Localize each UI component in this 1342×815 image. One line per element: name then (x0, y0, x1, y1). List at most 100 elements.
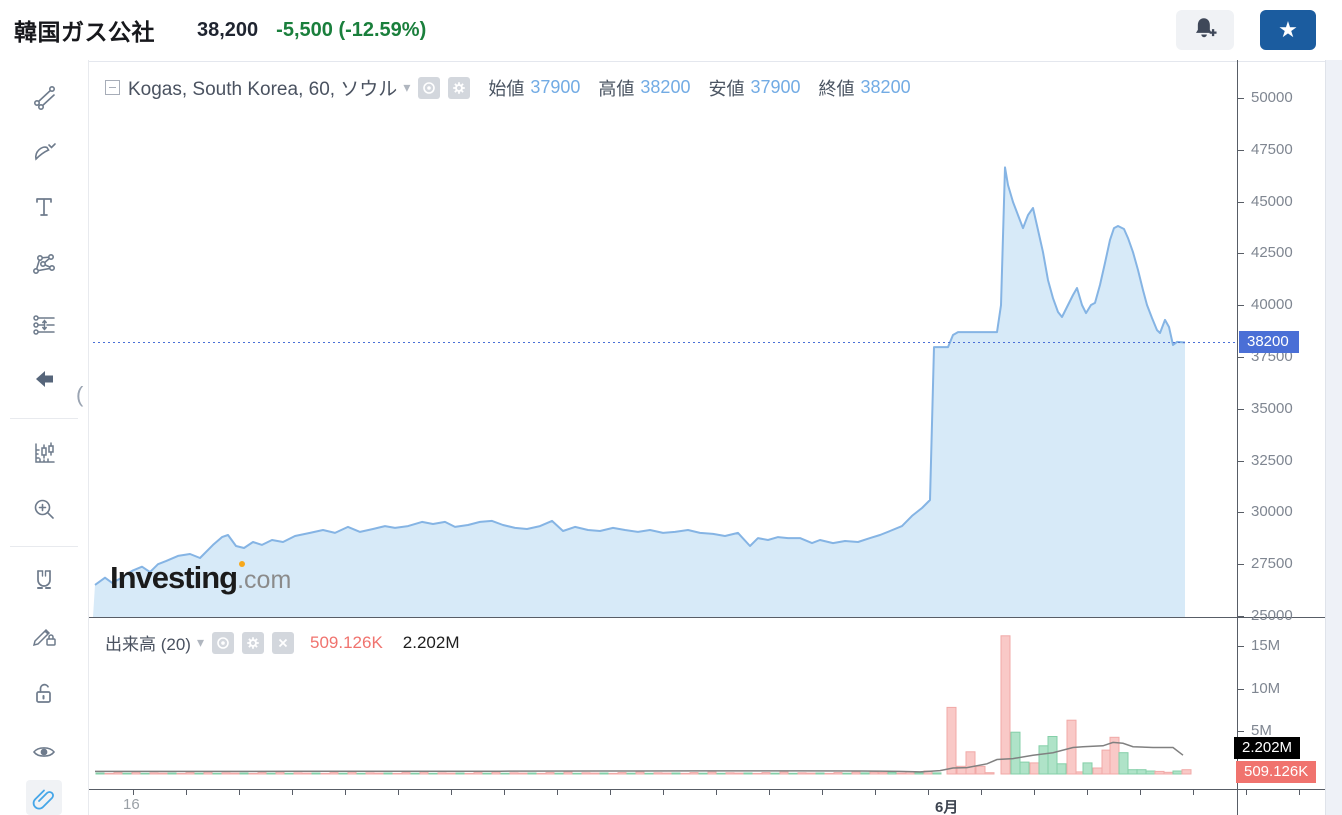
volume-bar (419, 771, 429, 775)
price-axis-label[interactable]: 45000 (1251, 193, 1293, 210)
volume-bar (554, 772, 564, 775)
legend-collapse-icon[interactable] (105, 80, 120, 95)
volume-bar (455, 772, 465, 775)
volume-bar (824, 772, 834, 775)
chevron-down-icon[interactable]: ▾ (403, 79, 411, 95)
projection-tool-button[interactable] (26, 307, 62, 343)
time-axis-label[interactable]: 6月 (935, 799, 959, 815)
high-value: 38200 (640, 77, 691, 97)
volume-bar (464, 772, 474, 775)
volume-bar (230, 772, 240, 775)
time-axis-tick (1140, 789, 1141, 795)
price-axis-label[interactable]: 42500 (1251, 244, 1293, 261)
price-axis-label[interactable]: 40000 (1251, 296, 1293, 313)
ohlc-readout: 始値 37900 高値 38200 安値 37900 終値 38200 (488, 75, 922, 101)
price-axis-label[interactable]: 27500 (1251, 555, 1293, 572)
volume-bar (1163, 771, 1174, 775)
time-axis-border (88, 789, 1325, 790)
volume-bar (761, 772, 771, 775)
volume-bar (347, 771, 357, 775)
price-line (94, 166, 1186, 586)
drawing-lock-tool-button[interactable] (26, 617, 62, 653)
measure-tool-button[interactable] (26, 435, 62, 471)
eye-icon (217, 636, 229, 649)
volume-last-value: 509.126K (310, 632, 383, 652)
volume-bar (581, 772, 591, 775)
volume-axis-label[interactable]: 5M (1251, 722, 1272, 739)
lock-tool-button[interactable] (26, 675, 62, 711)
volume-bar (869, 771, 879, 775)
volume-bar (1038, 745, 1049, 775)
volume-bar (1118, 752, 1129, 775)
volume-bar (887, 771, 897, 775)
chevron-down-icon[interactable]: ▾ (196, 634, 204, 650)
price-axis-tick (1238, 202, 1244, 203)
price-axis-label[interactable]: 47500 (1251, 141, 1293, 158)
back-arrow-icon (36, 371, 53, 387)
volume-bar (878, 772, 888, 775)
volume-bar (851, 771, 861, 775)
remove-indicator-button[interactable] (272, 631, 294, 654)
volume-bar (473, 772, 483, 775)
volume-ma-axis-label: 2.202M (1234, 737, 1301, 759)
price-axis-label[interactable]: 25000 (1251, 607, 1293, 624)
volume-bar (1082, 762, 1093, 775)
volume-bar (689, 772, 699, 775)
create-alert-button[interactable] (1176, 10, 1234, 50)
volume-bar (653, 772, 663, 775)
drawing-toolbar: ( (0, 60, 89, 815)
right-gutter (1325, 60, 1342, 815)
time-axis-tick (557, 789, 558, 795)
volume-bar (356, 772, 366, 775)
price-axis-label[interactable]: 35000 (1251, 400, 1293, 417)
open-value: 37900 (530, 77, 581, 97)
trend-line-tool-button[interactable] (26, 79, 62, 115)
volume-bar (860, 772, 870, 775)
volume-bar (266, 772, 276, 775)
time-axis-tick (1193, 789, 1194, 795)
price-axis-tick (1238, 357, 1244, 358)
pane-top-border (88, 61, 1325, 62)
volume-bar (293, 772, 303, 775)
visibility-tool-button[interactable] (26, 734, 62, 770)
volume-bar (545, 772, 555, 775)
brush-tool-button[interactable] (26, 134, 62, 170)
volume-bar (374, 772, 384, 775)
volume-bar (329, 772, 339, 775)
zoom-in-tool-button[interactable] (26, 491, 62, 527)
chart-canvas[interactable] (88, 60, 1342, 815)
time-axis-label[interactable]: 16 (123, 796, 140, 813)
settings-button[interactable] (242, 631, 264, 654)
time-axis-tick (1299, 789, 1300, 795)
volume-axis-tick (1238, 731, 1244, 732)
pane-separator[interactable] (88, 617, 1325, 618)
sidebar-collapse-handle[interactable]: ( (76, 382, 84, 407)
volume-bar (311, 772, 321, 775)
price-axis-label[interactable]: 50000 (1251, 89, 1293, 106)
volume-bar (716, 772, 726, 775)
pattern-tool-button[interactable] (26, 245, 62, 281)
link-tool-button[interactable] (26, 780, 62, 815)
chart-region[interactable]: Kogas, South Korea, 60, ソウル ▾ 始値 37900 高… (88, 60, 1342, 815)
volume-bar (1181, 769, 1192, 775)
volume-bar (446, 772, 456, 775)
favorite-button[interactable]: ★ (1260, 10, 1316, 50)
text-tool-button[interactable] (26, 189, 62, 225)
back-arrow-tool-button[interactable] (26, 361, 62, 397)
volume-bar (1154, 770, 1165, 775)
text-icon (36, 198, 52, 216)
toggle-visibility-button[interactable] (418, 76, 441, 99)
volume-bar (257, 772, 267, 775)
price-axis-label[interactable]: 32500 (1251, 452, 1293, 469)
price-axis-tick (1238, 564, 1244, 565)
price-axis-label[interactable]: 30000 (1251, 503, 1293, 520)
volume-axis-label[interactable]: 15M (1251, 637, 1281, 654)
settings-button[interactable] (448, 76, 471, 99)
volume-bar (1092, 767, 1103, 775)
volume-bar (815, 772, 825, 775)
magnet-tool-button[interactable] (26, 562, 62, 598)
volume-bar (392, 772, 402, 775)
toggle-visibility-button[interactable] (212, 631, 234, 654)
volume-bar (1000, 635, 1011, 775)
volume-axis-label[interactable]: 10M (1251, 680, 1281, 697)
